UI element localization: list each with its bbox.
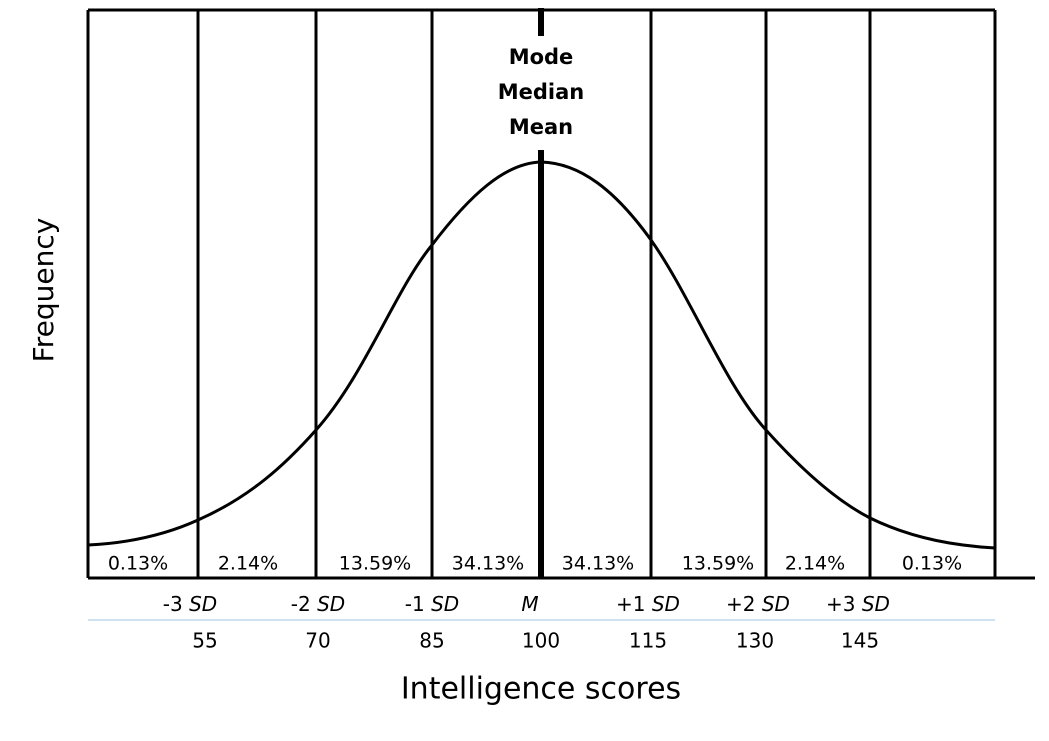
percentage-label: 34.13% bbox=[452, 553, 524, 575]
score-label: 130 bbox=[736, 629, 774, 653]
sd-label: -1 SD bbox=[405, 592, 459, 616]
percentage-label: 13.59% bbox=[339, 553, 411, 575]
frame bbox=[86, 8, 1035, 580]
center-label: Mean bbox=[509, 115, 573, 139]
percentage-label: 34.13% bbox=[562, 553, 634, 575]
score-label: 100 bbox=[522, 629, 560, 653]
sd-unit: SD bbox=[652, 592, 680, 616]
sd-label: M bbox=[521, 592, 538, 616]
percentage-label: 13.59% bbox=[682, 553, 754, 575]
sd-label: +2 SD bbox=[726, 592, 790, 616]
percentage-label: 0.13% bbox=[108, 553, 168, 575]
center-label: Median bbox=[498, 80, 585, 104]
sd-prefix: -1 bbox=[405, 592, 425, 616]
score-label: 70 bbox=[305, 629, 330, 653]
score-label: 115 bbox=[629, 629, 667, 653]
x-axis-title: Intelligence scores bbox=[401, 672, 681, 707]
sd-unit: SD bbox=[317, 592, 345, 616]
score-label: 85 bbox=[419, 629, 444, 653]
center-label: Mode bbox=[509, 45, 574, 69]
y-axis-title: Frequency bbox=[27, 218, 60, 363]
labels: Mode Median Mean 0.13% 2.14% 13.59% 34.13% 34.1… bbox=[27, 45, 962, 707]
sd-prefix: +1 bbox=[616, 592, 645, 616]
sd-label: +3 SD bbox=[826, 592, 890, 616]
percentage-label: 2.14% bbox=[218, 553, 278, 575]
sd-prefix: +3 bbox=[826, 592, 855, 616]
percentage-label: 0.13% bbox=[902, 553, 962, 575]
sd-prefix: -2 bbox=[291, 592, 311, 616]
score-label: 145 bbox=[841, 629, 879, 653]
score-label: 55 bbox=[192, 629, 217, 653]
sd-prefix: +2 bbox=[726, 592, 755, 616]
sd-label: -3 SD bbox=[163, 592, 217, 616]
bell-curve bbox=[87, 160, 996, 550]
sd-unit: SD bbox=[431, 592, 459, 616]
sd-unit: SD bbox=[189, 592, 217, 616]
sd-prefix: -3 bbox=[163, 592, 183, 616]
sd-label: -2 SD bbox=[291, 592, 345, 616]
percentage-label: 2.14% bbox=[785, 553, 845, 575]
sd-label: +1 SD bbox=[616, 592, 680, 616]
sd-unit: M bbox=[521, 592, 538, 616]
sd-unit: SD bbox=[762, 592, 790, 616]
sd-unit: SD bbox=[862, 592, 890, 616]
